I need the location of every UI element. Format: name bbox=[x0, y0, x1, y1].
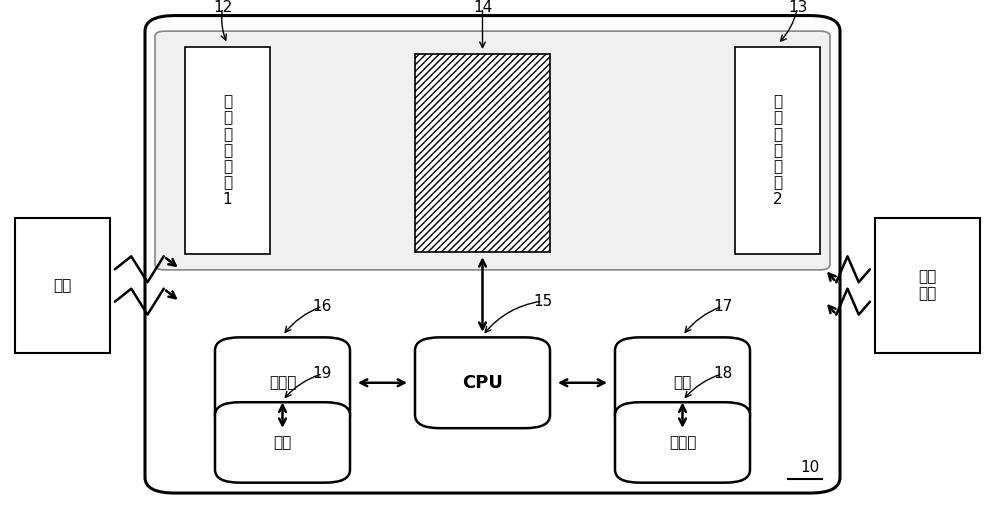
Text: 无线: 无线 bbox=[673, 375, 692, 390]
Text: 身体: 身体 bbox=[53, 278, 72, 293]
Bar bbox=[15, 218, 110, 353]
Text: 键盘: 键盘 bbox=[273, 435, 292, 450]
Bar bbox=[185, 47, 270, 254]
Text: 体
温
感
测
元
件
2: 体 温 感 测 元 件 2 bbox=[773, 94, 782, 207]
FancyBboxPatch shape bbox=[215, 402, 350, 483]
Text: 周围
环境: 周围 环境 bbox=[918, 269, 937, 302]
Text: 18: 18 bbox=[713, 366, 732, 381]
Text: 12: 12 bbox=[213, 1, 232, 15]
FancyBboxPatch shape bbox=[415, 337, 550, 428]
FancyBboxPatch shape bbox=[155, 31, 830, 270]
Text: 19: 19 bbox=[313, 366, 332, 381]
Text: 15: 15 bbox=[533, 294, 552, 308]
Bar bbox=[875, 218, 980, 353]
FancyBboxPatch shape bbox=[145, 16, 840, 493]
Text: 10: 10 bbox=[801, 460, 820, 475]
Text: CPU: CPU bbox=[462, 374, 503, 392]
Text: 17: 17 bbox=[713, 299, 732, 313]
Text: 体
温
感
测
元
件
1: 体 温 感 测 元 件 1 bbox=[223, 94, 232, 207]
FancyBboxPatch shape bbox=[615, 402, 750, 483]
Bar bbox=[415, 54, 550, 252]
Text: 存储器: 存储器 bbox=[269, 375, 296, 390]
Text: 16: 16 bbox=[313, 299, 332, 313]
FancyBboxPatch shape bbox=[615, 337, 750, 428]
Bar bbox=[735, 47, 820, 254]
Text: 13: 13 bbox=[788, 1, 807, 15]
Text: 显示器: 显示器 bbox=[669, 435, 696, 450]
FancyBboxPatch shape bbox=[215, 337, 350, 428]
Text: 14: 14 bbox=[473, 1, 492, 15]
